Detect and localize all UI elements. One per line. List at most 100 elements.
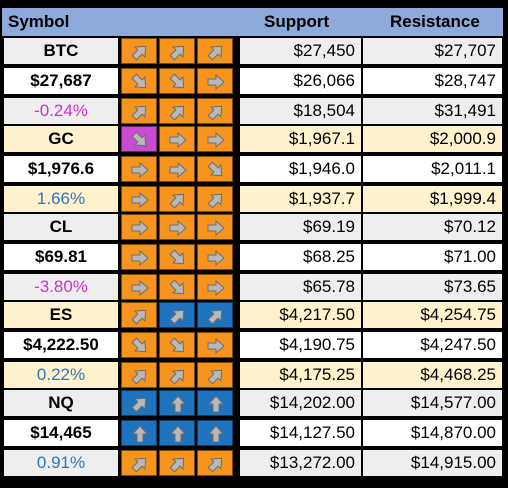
resistance-value: $70.12 [363,214,502,240]
arrow-up-right-icon [197,362,233,388]
last-price: $4,222.50 [4,332,118,358]
support-value: $69.19 [240,214,361,240]
support-value: $26,066 [240,68,361,94]
last-price: $14,465 [4,420,118,446]
arrow-up-right-icon [197,38,233,64]
header-support: Support [264,12,330,31]
support-value: $14,202.00 [240,390,361,416]
resistance-value: $2,000.9 [363,126,502,152]
arrow-right-icon [197,126,233,152]
table-row: BTC $27,450 $27,707 [0,38,508,66]
arrow-right-icon [121,244,157,270]
header-resistance: Resistance [390,12,480,31]
arrow-down-right-icon [121,332,157,358]
support-value: $1,937.7 [240,186,361,212]
support-value: $4,190.75 [240,332,361,358]
symbol-name: BTC [4,38,118,64]
arrow-up-right-icon [121,302,157,328]
arrow-right-icon [197,244,233,270]
last-price: $1,976.6 [4,156,118,182]
table-row: CL $69.19 $70.12 [0,214,508,242]
table-row: $69.81 $68.25 $71.00 [0,244,508,272]
arrow-up-right-icon [121,98,157,124]
arrow-right-icon [197,214,233,240]
arrow-down-right-icon [159,274,195,300]
table-row: 0.22% $4,175.25 $4,468.25 [0,362,508,390]
arrow-up-right-icon [197,450,233,476]
support-value: $13,272.00 [240,450,361,476]
resistance-value: $73.65 [363,274,502,300]
arrow-up-right-icon [197,186,233,212]
table-row: 1.66% $1,937.7 $1,999.4 [0,186,508,214]
table-row: -0.24% $18,504 $31,491 [0,98,508,126]
symbol-name: ES [4,302,118,328]
table-row: 0.91% $13,272.00 $14,915.00 [0,450,508,478]
arrow-up-icon [159,390,195,416]
arrow-up-icon [197,390,233,416]
symbol-name: CL [4,214,118,240]
resistance-value: $27,707 [363,38,502,64]
last-price: $69.81 [4,244,118,270]
percent-change: 1.66% [4,186,118,212]
arrow-right-icon [197,68,233,94]
support-value: $65.78 [240,274,361,300]
arrow-up-right-icon [197,98,233,124]
arrow-up-right-icon [121,450,157,476]
arrow-down-right-icon [159,68,195,94]
symbol-name: GC [4,126,118,152]
support-value: $4,217.50 [240,302,361,328]
arrow-up-right-icon [159,302,195,328]
arrow-up-icon [159,420,195,446]
support-value: $14,127.50 [240,420,361,446]
arrow-up-right-icon [121,390,157,416]
resistance-value: $4,468.25 [363,362,502,388]
arrow-up-right-icon [159,98,195,124]
arrow-up-right-icon [159,362,195,388]
arrow-up-right-icon [159,450,195,476]
resistance-value: $71.00 [363,244,502,270]
support-value: $68.25 [240,244,361,270]
arrow-right-icon [159,126,195,152]
percent-change: 0.91% [4,450,118,476]
support-value: $27,450 [240,38,361,64]
last-price: $27,687 [4,68,118,94]
resistance-value: $14,577.00 [363,390,502,416]
table-row: GC $1,967.1 $2,000.9 [0,126,508,154]
resistance-value: $31,491 [363,98,502,124]
support-value: $1,967.1 [240,126,361,152]
resistance-value: $1,999.4 [363,186,502,212]
arrow-down-right-icon [159,244,195,270]
arrow-right-icon [121,186,157,212]
arrow-up-right-icon [197,302,233,328]
table-row: -3.80% $65.78 $73.65 [0,274,508,302]
arrow-down-right-icon [159,332,195,358]
arrow-up-right-icon [159,38,195,64]
arrow-down-right-icon [121,68,157,94]
percent-change: -0.24% [4,98,118,124]
arrow-down-right-icon [121,126,157,152]
arrow-right-icon [159,156,195,182]
table-row: ES $4,217.50 $4,254.75 [0,302,508,330]
support-value: $4,175.25 [240,362,361,388]
symbol-name: NQ [4,390,118,416]
table-row: $4,222.50 $4,190.75 $4,247.50 [0,332,508,360]
support-value: $18,504 [240,98,361,124]
arrow-right-icon [197,274,233,300]
resistance-value: $14,870.00 [363,420,502,446]
table-header: Symbol Support Resistance [2,8,503,36]
table-row: $1,976.6 $1,946.0 $2,011.1 [0,156,508,184]
resistance-value: $4,247.50 [363,332,502,358]
resistance-value: $2,011.1 [363,156,502,182]
arrow-right-icon [121,274,157,300]
arrow-right-icon [197,332,233,358]
resistance-value: $28,747 [363,68,502,94]
arrow-up-icon [121,420,157,446]
table-row: NQ $14,202.00 $14,577.00 [0,390,508,418]
table-row: $27,687 $26,066 $28,747 [0,68,508,96]
arrow-down-right-icon [197,156,233,182]
arrow-right-icon [121,214,157,240]
header-symbol: Symbol [8,12,70,31]
arrow-right-icon [121,156,157,182]
arrow-right-icon [159,214,195,240]
